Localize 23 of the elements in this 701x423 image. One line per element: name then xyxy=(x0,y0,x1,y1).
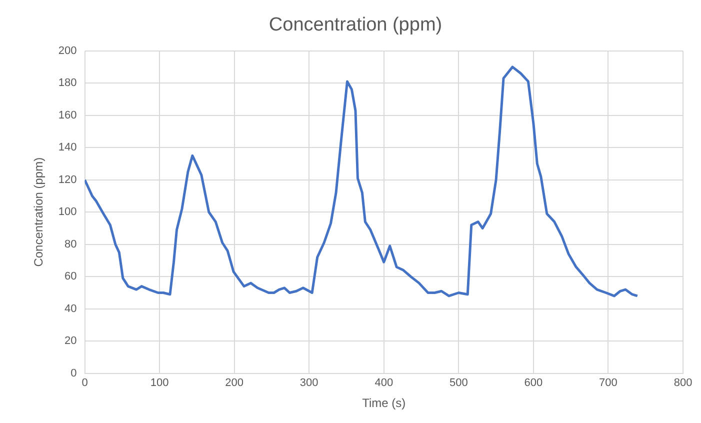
x-tick-label: 600 xyxy=(524,377,543,390)
y-tick-label: 160 xyxy=(58,109,77,122)
y-tick-label: 60 xyxy=(64,270,77,283)
x-tick-label: 100 xyxy=(150,377,169,390)
y-tick-label: 120 xyxy=(58,174,77,186)
y-tick-label: 20 xyxy=(64,335,77,348)
x-axis-title: Time (s) xyxy=(362,396,406,410)
y-tick-label: 180 xyxy=(58,77,77,90)
y-tick-label: 80 xyxy=(64,238,77,250)
x-tick-label: 500 xyxy=(449,377,468,390)
y-tick-label: 40 xyxy=(64,302,77,315)
y-tick-label: 140 xyxy=(58,142,77,154)
x-tick-label: 700 xyxy=(599,377,618,390)
x-tick-label: 200 xyxy=(225,377,244,390)
y-tick-label: 200 xyxy=(58,44,77,57)
x-tick-label: 0 xyxy=(82,377,88,390)
y-tick-label: 0 xyxy=(70,367,77,380)
chart-title: Concentration (ppm) xyxy=(268,14,442,36)
y-tick-label: 100 xyxy=(58,206,77,218)
x-tick-label: 300 xyxy=(300,377,318,390)
y-axis-title: Concentration (ppm) xyxy=(32,157,46,267)
x-tick-label: 800 xyxy=(674,377,692,390)
x-tick-label: 400 xyxy=(374,377,394,390)
